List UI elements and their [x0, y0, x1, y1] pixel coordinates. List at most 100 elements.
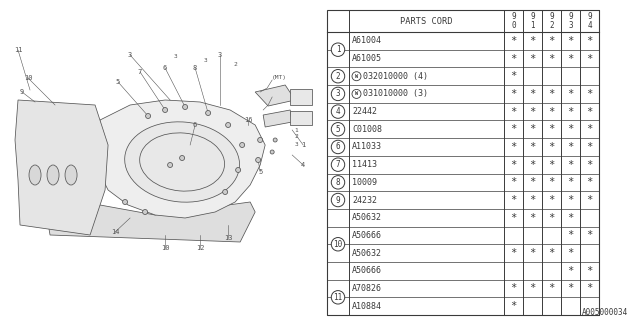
Text: *: *: [568, 124, 573, 134]
Text: 24232: 24232: [352, 196, 377, 204]
Text: 11: 11: [14, 47, 22, 53]
Text: 8: 8: [336, 178, 340, 187]
Text: A11033: A11033: [352, 142, 382, 151]
Text: *: *: [529, 53, 536, 64]
Text: 9
4: 9 4: [587, 12, 592, 30]
Text: *: *: [510, 284, 516, 293]
Circle shape: [226, 123, 230, 127]
Text: *: *: [586, 195, 593, 205]
Text: *: *: [548, 53, 555, 64]
Circle shape: [332, 105, 345, 118]
Circle shape: [168, 163, 173, 167]
Text: 2: 2: [233, 62, 237, 68]
Text: 4: 4: [336, 107, 340, 116]
Text: *: *: [586, 124, 593, 134]
Text: W: W: [355, 92, 358, 96]
Bar: [327, 10, 599, 315]
Text: *: *: [529, 36, 536, 46]
Text: *: *: [548, 36, 555, 46]
Ellipse shape: [29, 165, 41, 185]
Text: 7: 7: [138, 69, 142, 75]
Circle shape: [332, 291, 345, 304]
Text: *: *: [529, 248, 536, 258]
Circle shape: [352, 72, 361, 81]
Text: 5: 5: [116, 79, 120, 85]
Text: *: *: [510, 124, 516, 134]
Text: 3: 3: [173, 54, 177, 60]
Text: *: *: [510, 195, 516, 205]
Text: 16: 16: [244, 117, 252, 123]
Text: *: *: [529, 124, 536, 134]
Text: 15(AT): 15(AT): [268, 92, 291, 98]
Text: 12: 12: [196, 245, 204, 251]
Text: *: *: [510, 160, 516, 170]
Text: 11: 11: [333, 293, 342, 302]
Text: 1: 1: [294, 127, 298, 132]
Text: *: *: [586, 284, 593, 293]
Text: *: *: [529, 213, 536, 223]
Text: 14: 14: [111, 229, 119, 235]
Polygon shape: [97, 100, 265, 218]
Ellipse shape: [125, 122, 239, 202]
Text: 10: 10: [333, 240, 342, 249]
Text: *: *: [510, 89, 516, 99]
Circle shape: [236, 167, 241, 172]
Text: 3: 3: [218, 52, 222, 58]
Text: C01008: C01008: [352, 125, 382, 134]
Text: A50632: A50632: [352, 249, 382, 258]
Text: 031010000 (3): 031010000 (3): [363, 89, 428, 99]
Text: A61004: A61004: [352, 36, 382, 45]
Text: *: *: [586, 266, 593, 276]
Text: *: *: [548, 213, 555, 223]
Text: 2: 2: [300, 94, 303, 100]
Circle shape: [239, 142, 244, 148]
Text: A61005: A61005: [352, 54, 382, 63]
Text: 9
0: 9 0: [511, 12, 516, 30]
Circle shape: [332, 43, 345, 56]
Text: *: *: [529, 107, 536, 116]
Text: 2: 2: [336, 72, 340, 81]
Text: 10009: 10009: [352, 178, 377, 187]
Text: *: *: [568, 177, 573, 187]
Text: 032010000 (4): 032010000 (4): [363, 72, 428, 81]
Bar: [290, 111, 312, 125]
Text: 5: 5: [336, 125, 340, 134]
Text: *: *: [568, 195, 573, 205]
Circle shape: [180, 156, 184, 161]
Circle shape: [143, 210, 148, 214]
Circle shape: [258, 138, 262, 142]
Text: *: *: [586, 107, 593, 116]
Text: *: *: [548, 177, 555, 187]
Text: *: *: [586, 142, 593, 152]
Text: PARTS CORD: PARTS CORD: [400, 17, 452, 26]
Text: 3: 3: [294, 142, 298, 148]
Text: 4: 4: [301, 162, 305, 168]
Text: *: *: [510, 213, 516, 223]
Text: *: *: [529, 177, 536, 187]
Circle shape: [332, 87, 345, 100]
Circle shape: [182, 105, 188, 109]
Text: *: *: [510, 142, 516, 152]
Text: A10884: A10884: [352, 302, 382, 311]
Text: A005000034: A005000034: [582, 308, 628, 317]
Text: 3: 3: [336, 89, 340, 99]
Text: *: *: [510, 177, 516, 187]
Text: *: *: [568, 248, 573, 258]
Polygon shape: [45, 202, 255, 242]
Text: A50666: A50666: [352, 266, 382, 275]
Text: *: *: [529, 195, 536, 205]
Circle shape: [332, 158, 345, 172]
Text: *: *: [548, 160, 555, 170]
Text: *: *: [586, 230, 593, 240]
Text: 2: 2: [294, 134, 298, 140]
Circle shape: [163, 108, 168, 113]
Text: 9: 9: [336, 196, 340, 204]
Text: 8: 8: [193, 65, 197, 71]
Text: *: *: [586, 53, 593, 64]
Circle shape: [352, 89, 361, 99]
Text: *: *: [586, 177, 593, 187]
Text: 1: 1: [292, 94, 296, 100]
Text: 3: 3: [204, 58, 207, 62]
Text: 13: 13: [224, 235, 232, 241]
Text: *: *: [548, 124, 555, 134]
